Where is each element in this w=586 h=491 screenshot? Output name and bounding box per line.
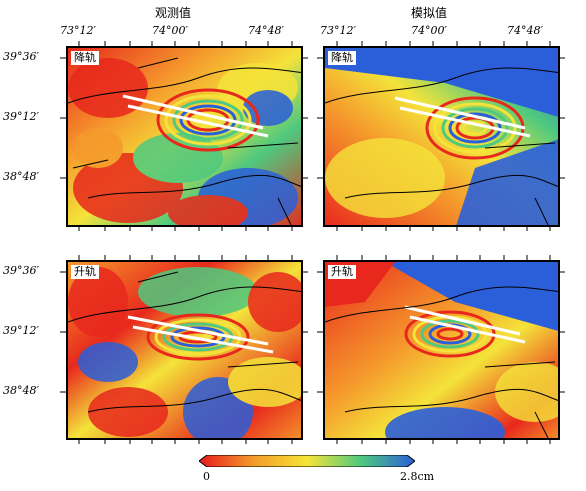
colorbar-min-label: 0 — [203, 470, 210, 483]
lat-label-bottom-1: 39°36′ — [3, 264, 39, 277]
lon-label-right-2: 74°00′ — [411, 24, 447, 37]
panel-observed-ascending: 升轨 — [66, 260, 303, 440]
interferogram-observed-descending — [68, 48, 301, 225]
lat-label-top-2: 39°12′ — [3, 110, 39, 123]
interferogram-observed-ascending — [68, 262, 301, 438]
lat-label-bottom-3: 38°48′ — [3, 384, 39, 397]
track-label-descending-simulated: 降轨 — [328, 51, 356, 65]
lon-label-left-2: 74°00′ — [152, 24, 188, 37]
panel-simulated-descending: 降轨 — [323, 46, 560, 227]
lon-label-right-3: 74°48′ — [507, 24, 543, 37]
interferogram-simulated-descending — [325, 48, 558, 225]
colorbar — [199, 455, 415, 467]
panel-observed-descending: 降轨 — [66, 46, 303, 227]
lat-label-top-1: 39°36′ — [3, 50, 39, 63]
lat-label-bottom-2: 39°12′ — [3, 324, 39, 337]
panel-simulated-ascending: 升轨 — [323, 260, 560, 440]
track-label-ascending-simulated: 升轨 — [328, 265, 356, 279]
simulated-title: 模拟值 — [410, 6, 447, 20]
lat-label-top-3: 38°48′ — [3, 170, 39, 183]
lon-label-right-1: 73°12′ — [320, 24, 356, 37]
interferogram-simulated-ascending — [325, 262, 558, 438]
observed-title: 观测值 — [154, 6, 191, 20]
lon-label-left-1: 73°12′ — [60, 24, 96, 37]
track-label-descending-observed: 降轨 — [71, 51, 99, 65]
colorbar-max-label: 2.8cm — [400, 470, 435, 483]
track-label-ascending-observed: 升轨 — [71, 265, 99, 279]
lon-label-left-3: 74°48′ — [248, 24, 284, 37]
